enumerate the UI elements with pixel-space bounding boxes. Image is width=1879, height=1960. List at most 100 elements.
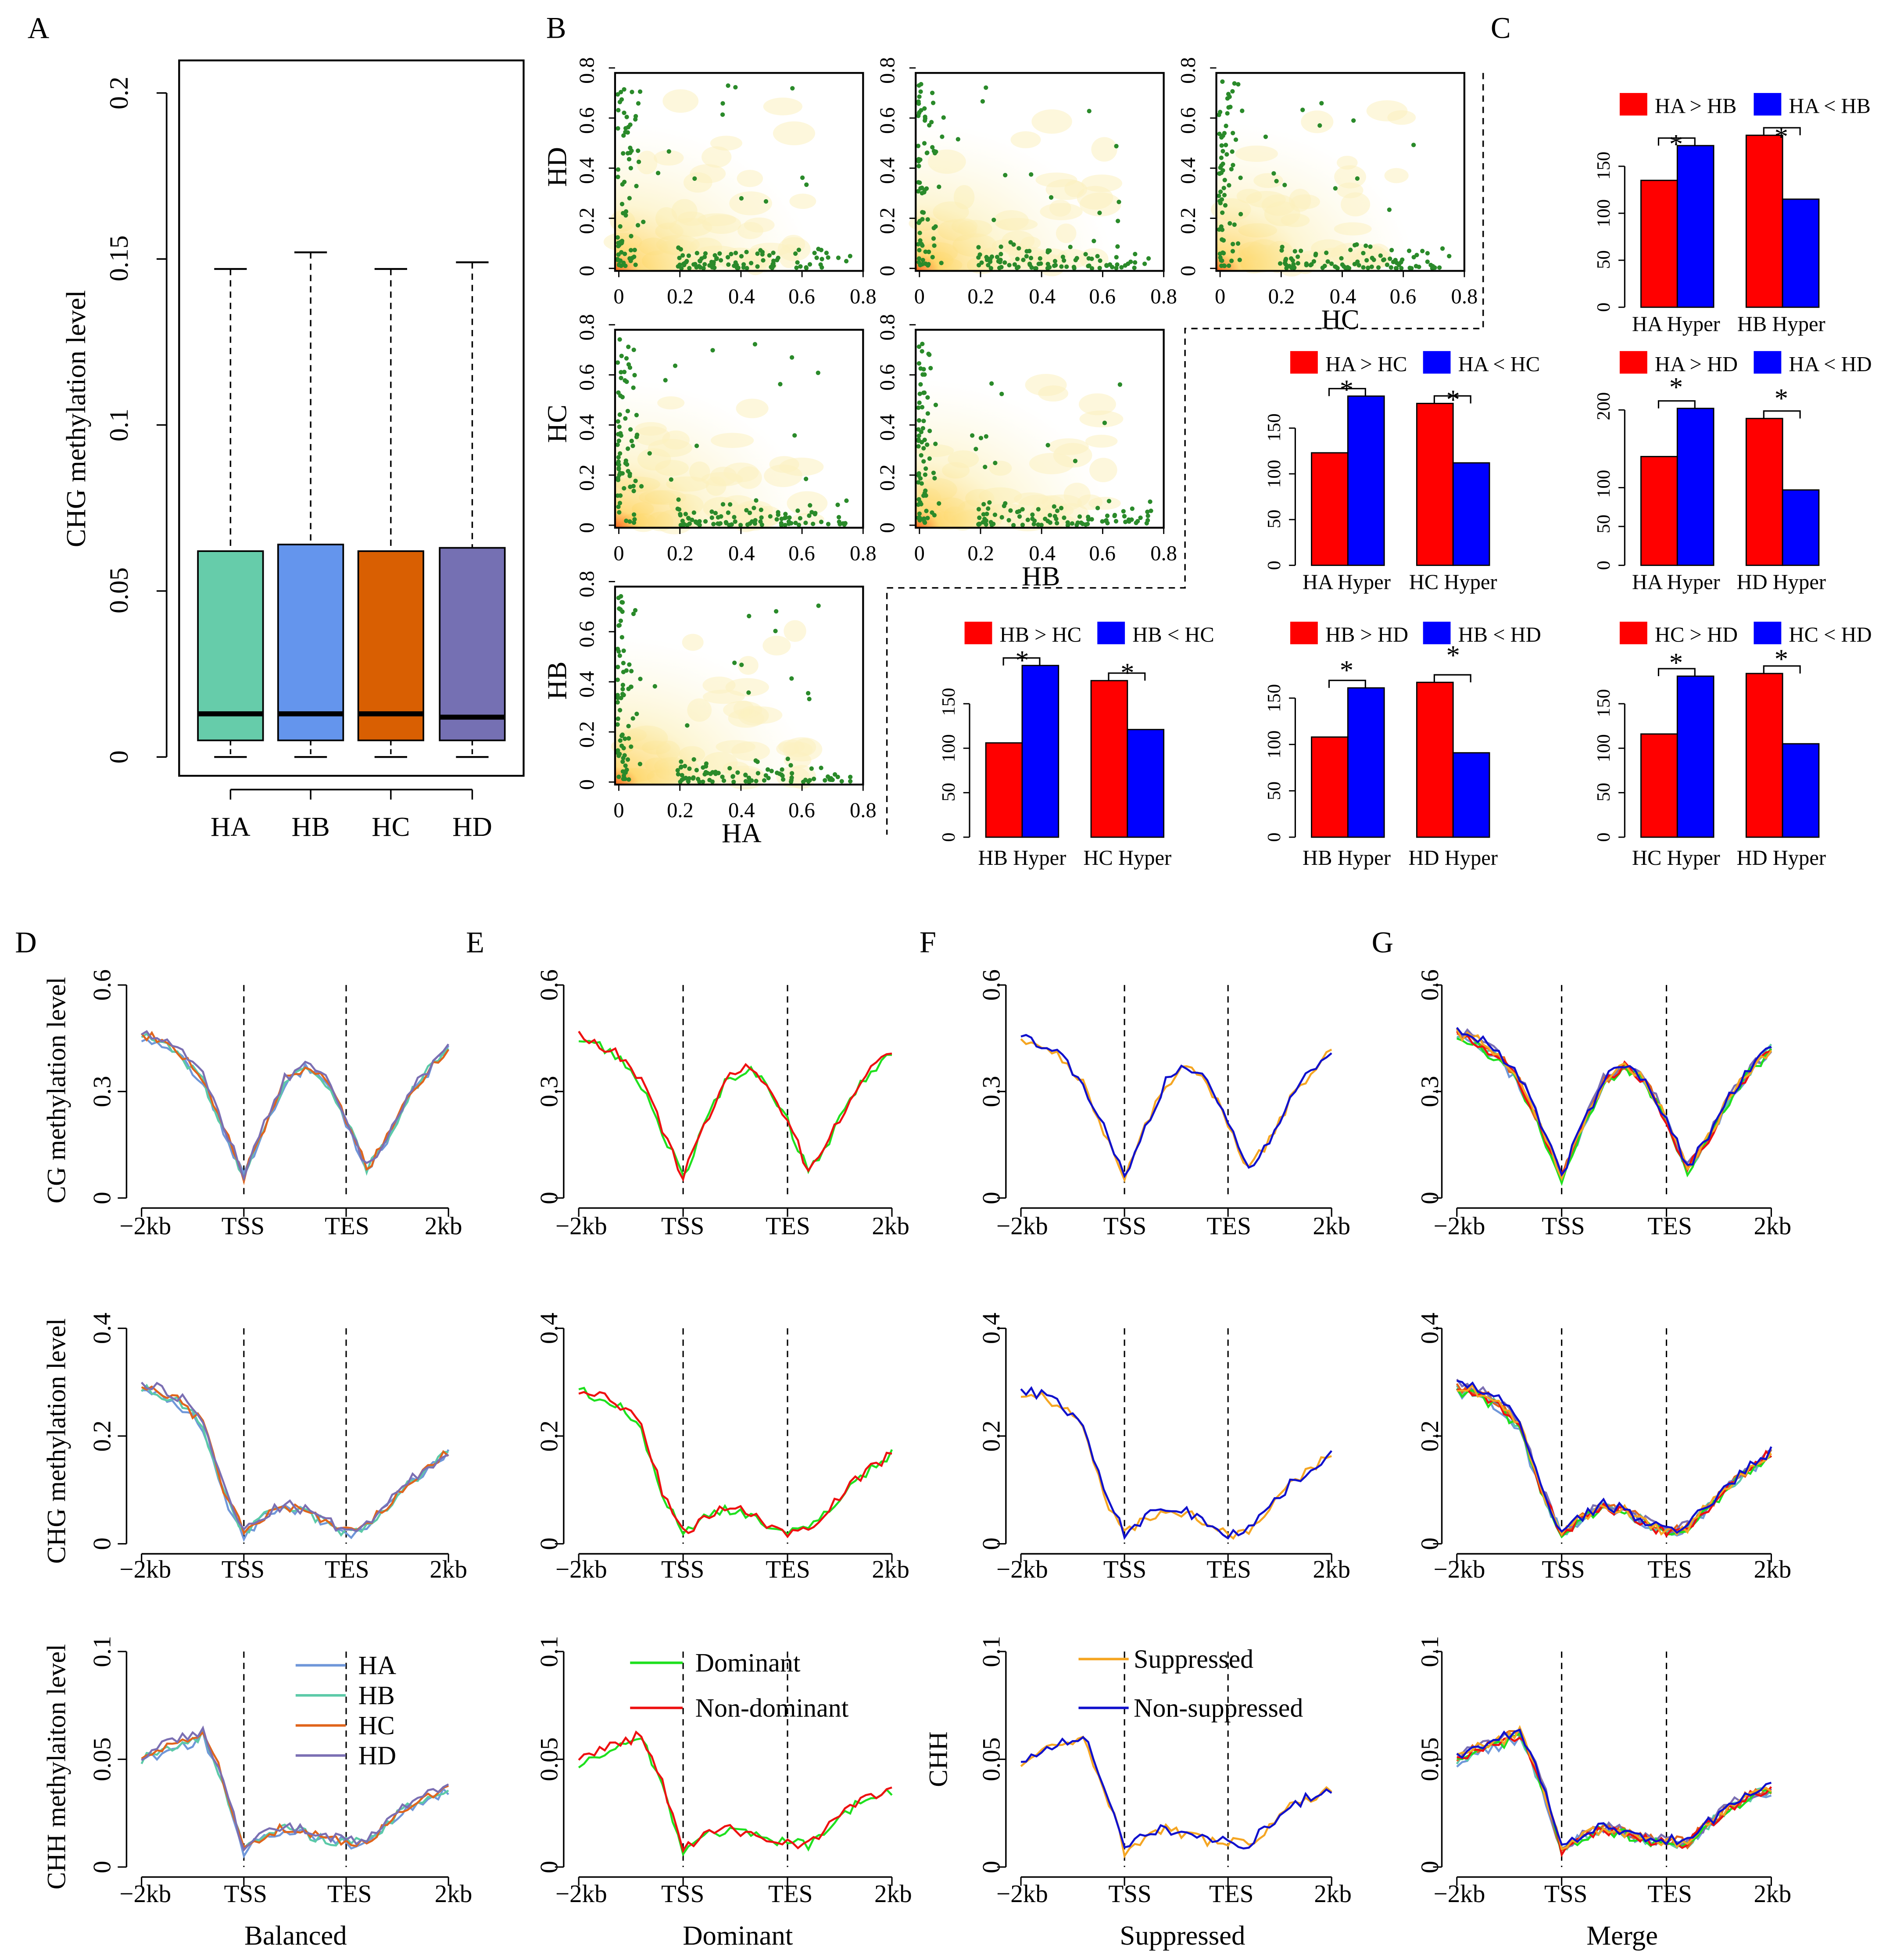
- scatter-point: [1291, 262, 1296, 267]
- scatter-point: [937, 501, 941, 506]
- scatter-point: [1371, 258, 1376, 262]
- scatter-point: [752, 505, 756, 510]
- scatter-point: [616, 167, 621, 172]
- scatter-point: [616, 175, 620, 179]
- scatter-point: [720, 774, 725, 779]
- scatter-xtick: 0.6: [1089, 285, 1116, 308]
- scatter-point: [987, 500, 992, 505]
- scatter-point: [1355, 176, 1360, 181]
- scatter-point: [808, 503, 812, 508]
- scatter-point: [694, 251, 699, 255]
- scatter-frame: [1215, 72, 1466, 272]
- profile-series-line: [140, 1383, 449, 1537]
- scatter-point: [918, 238, 923, 243]
- scatter-point: [786, 519, 791, 524]
- xtick-tes: TES: [1206, 1212, 1251, 1240]
- scatter-point: [785, 756, 790, 761]
- scatter-point: [1134, 520, 1138, 525]
- scatter-point: [755, 251, 760, 256]
- scatter-point: [1233, 137, 1238, 142]
- scatter-point: [676, 245, 681, 250]
- profile-axis-labels: 0 0.3 0.6 0 0.2 0.4 0 0.05 0.1 0 0.3 0.6…: [42, 969, 1658, 1951]
- scatter-point: [984, 434, 988, 439]
- scatter-xtick: 0.6: [788, 799, 815, 822]
- scatter-point: [1345, 265, 1350, 270]
- scatter-point: [848, 774, 853, 779]
- scatter-point: [619, 695, 623, 700]
- scatter-point: [789, 778, 794, 783]
- scatter-point: [615, 235, 620, 240]
- chg-ytick: 0.4: [1416, 1313, 1444, 1344]
- scatter-point: [922, 519, 927, 524]
- scatter-point: [1288, 256, 1294, 261]
- scatter-point: [1217, 193, 1221, 198]
- scatter-point: [1105, 513, 1110, 518]
- significance-bracket: [1433, 674, 1471, 683]
- scatter-point: [1003, 172, 1008, 178]
- scatter-point: [616, 262, 622, 267]
- scatter-point: [1388, 256, 1392, 261]
- xtick-m2kb: −2kb: [555, 1212, 607, 1240]
- scatter-point: [1229, 258, 1234, 263]
- scatter-frame: [614, 329, 864, 529]
- boxplot-xtick-hb: HB: [291, 811, 329, 842]
- scatter-point: [1447, 254, 1452, 258]
- profile-plot-d-chh: [118, 1651, 449, 1886]
- profile-series-line: [1456, 1028, 1772, 1182]
- scatter-point: [692, 176, 697, 181]
- scatter-point: [1385, 262, 1390, 267]
- scatter-xlabel-hc: HC: [1321, 304, 1360, 335]
- bar-ytick: 50: [1593, 515, 1614, 534]
- scatter-point: [956, 137, 960, 142]
- scatter-point: [925, 395, 930, 400]
- scatter-point: [1020, 523, 1025, 527]
- scatter-point: [1222, 131, 1227, 136]
- legend-bd-gt: HB > HD: [1325, 623, 1408, 647]
- scatter-point: [694, 768, 699, 773]
- scatter-point: [633, 262, 638, 267]
- scatter-xtick: 0.6: [1390, 285, 1417, 308]
- scatter-point: [1292, 249, 1297, 254]
- legend-nonsuppressed: Non-suppressed: [1134, 1693, 1303, 1722]
- scatter-point: [923, 249, 928, 254]
- scatter-point: [780, 767, 784, 772]
- scatter-point: [627, 196, 632, 201]
- chh-ytick: 0: [88, 1861, 116, 1874]
- scatter-point: [1122, 514, 1127, 519]
- scatter-point: [628, 427, 633, 432]
- scatter-point: [823, 778, 827, 783]
- scatter-point: [698, 265, 703, 270]
- scatter-point: [918, 382, 923, 387]
- scatter-point: [1083, 522, 1088, 527]
- scatter-point: [997, 265, 1002, 270]
- profile-plot-e-chg: [555, 1327, 893, 1563]
- scatter-point: [917, 248, 922, 253]
- legend-swatch-red: [1290, 621, 1318, 645]
- scatter-point: [804, 265, 809, 270]
- scatter-point: [725, 255, 730, 260]
- scatter-point: [748, 521, 752, 526]
- xtick-p2kb: 2kb: [425, 1212, 462, 1240]
- scatter-point: [744, 508, 749, 513]
- bar-xlabel: HB Hyper: [1737, 312, 1825, 336]
- scatter-point: [928, 365, 933, 371]
- scatter-point: [1062, 515, 1067, 520]
- scatter-point: [1364, 244, 1368, 248]
- scatter-point: [743, 772, 748, 777]
- scatter-point: [617, 424, 622, 429]
- xtick-tss: TSS: [222, 1555, 265, 1583]
- scatter-point: [634, 412, 639, 418]
- scatter-point: [1103, 518, 1108, 523]
- scatter-point: [1396, 262, 1401, 267]
- scatter-point: [1114, 255, 1119, 260]
- scatter-point: [1366, 265, 1371, 270]
- scatter-xtick: 0.6: [788, 542, 815, 565]
- panel-label-b: B: [546, 11, 566, 44]
- scatter-xtick: 0.4: [728, 285, 755, 308]
- scatter-point: [1368, 244, 1373, 249]
- scatter-point: [1221, 251, 1226, 256]
- scatter-point: [1329, 261, 1334, 266]
- scatter-point: [1278, 261, 1283, 266]
- scatter-point: [789, 676, 794, 681]
- scatter-point: [621, 660, 626, 666]
